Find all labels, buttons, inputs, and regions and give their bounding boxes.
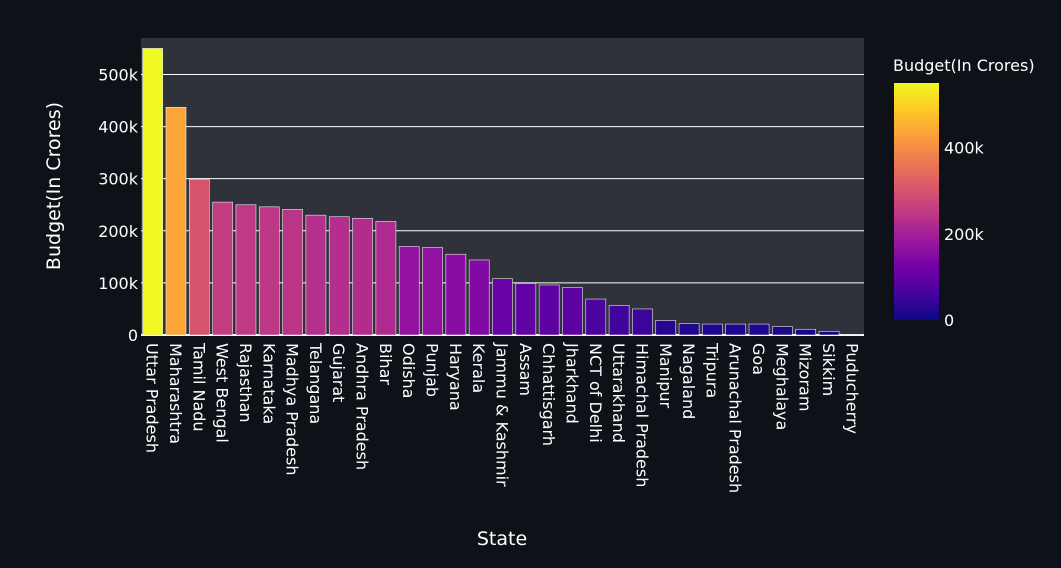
x-tick-label: West Bengal <box>213 343 232 443</box>
bar <box>655 320 677 336</box>
bar <box>725 323 747 336</box>
bar <box>842 334 863 336</box>
x-tick-label: Haryana <box>446 343 465 411</box>
x-tick-label: Sikkim <box>819 343 838 396</box>
bar <box>445 253 467 336</box>
bar <box>398 246 420 336</box>
bar <box>585 298 607 336</box>
bar <box>515 283 537 336</box>
bar <box>235 204 257 336</box>
bar <box>142 48 163 336</box>
bar <box>772 326 793 336</box>
bar <box>632 308 653 336</box>
x-tick-label: Nagaland <box>679 343 698 419</box>
bar <box>305 214 327 336</box>
x-tick-label: Goa <box>749 343 768 375</box>
x-tick-label: Gujarat <box>329 343 348 402</box>
bar <box>188 178 210 336</box>
x-tick-label: Maharashtra <box>166 343 185 444</box>
bar <box>165 107 187 336</box>
x-tick-label: NCT of Delhi <box>586 343 605 443</box>
y-tick-label: 400k <box>98 118 139 137</box>
x-tick-label: Madhya Pradesh <box>283 343 302 476</box>
colorbar-title: Budget(In Crores) <box>893 56 1035 75</box>
y-tick-label: 200k <box>98 222 139 241</box>
colorbar-gradient <box>894 83 939 320</box>
colorbar-ticks: 0 200k 400k <box>944 139 985 330</box>
x-tick-label: Jammu & Kashmir <box>493 342 512 487</box>
x-tick-label: Puducherry <box>842 343 861 434</box>
bar <box>795 328 817 336</box>
x-tick-label: Assam <box>516 343 535 396</box>
y-tick-label: 500k <box>98 65 139 84</box>
bar <box>258 206 280 336</box>
x-tick-label: Andhra Pradesh <box>353 343 372 470</box>
x-tick-label: Uttar Pradesh <box>143 343 162 453</box>
x-tick-label: Punjab <box>423 343 442 397</box>
bar <box>608 304 630 336</box>
x-tick-label: Tripura <box>702 342 721 398</box>
x-tick-label: Karnataka <box>259 343 278 424</box>
bar <box>818 331 840 336</box>
bar <box>492 278 513 336</box>
bar <box>352 217 373 336</box>
bar <box>538 284 560 336</box>
x-tick-label: Mizoram <box>796 343 815 411</box>
bar <box>328 216 350 336</box>
bar <box>212 201 233 336</box>
bar <box>748 323 770 336</box>
x-tick-label: Kerala <box>469 343 488 393</box>
y-axis-ticks: 0 100k 200k 300k 400k 500k <box>98 65 139 345</box>
y-tick-label: 100k <box>98 274 139 293</box>
x-tick-label: Bihar <box>376 343 395 385</box>
x-tick-label: Telangana <box>306 342 325 424</box>
x-axis-title: State <box>477 528 527 550</box>
bar <box>468 259 490 336</box>
bar <box>282 209 303 336</box>
bars <box>142 48 863 336</box>
bar <box>422 247 443 336</box>
y-axis-title: Budget(In Crores) <box>43 102 65 270</box>
x-tick-label: Uttarakhand <box>609 343 628 443</box>
bar <box>562 287 583 336</box>
x-tick-label: Himachal Pradesh <box>632 343 651 487</box>
bar <box>702 323 723 336</box>
x-tick-label: Arunachal Pradesh <box>726 343 745 493</box>
x-tick-label: Jharkhand <box>562 342 581 424</box>
x-tick-label: Tamil Nadu <box>189 342 208 432</box>
x-axis-ticks: Uttar Pradesh Maharashtra Tamil Nadu West B… <box>143 342 862 493</box>
x-tick-label: Rajasthan <box>236 343 255 423</box>
colorbar-tick-label: 200k <box>944 225 985 244</box>
x-tick-label: Odisha <box>399 343 418 398</box>
colorbar-tick-label: 400k <box>944 139 985 158</box>
y-tick-label: 300k <box>98 170 139 189</box>
x-tick-label: Meghalaya <box>772 343 791 430</box>
x-tick-label: Manipur <box>656 343 675 408</box>
x-tick-label: Chhattisgarh <box>539 343 558 446</box>
bar <box>375 221 397 336</box>
colorbar-tick-label: 0 <box>944 311 954 330</box>
bar <box>678 323 700 336</box>
y-tick-label: 0 <box>128 326 138 345</box>
colorbar: Budget(In Crores) 0 200k 400k <box>893 56 1035 330</box>
